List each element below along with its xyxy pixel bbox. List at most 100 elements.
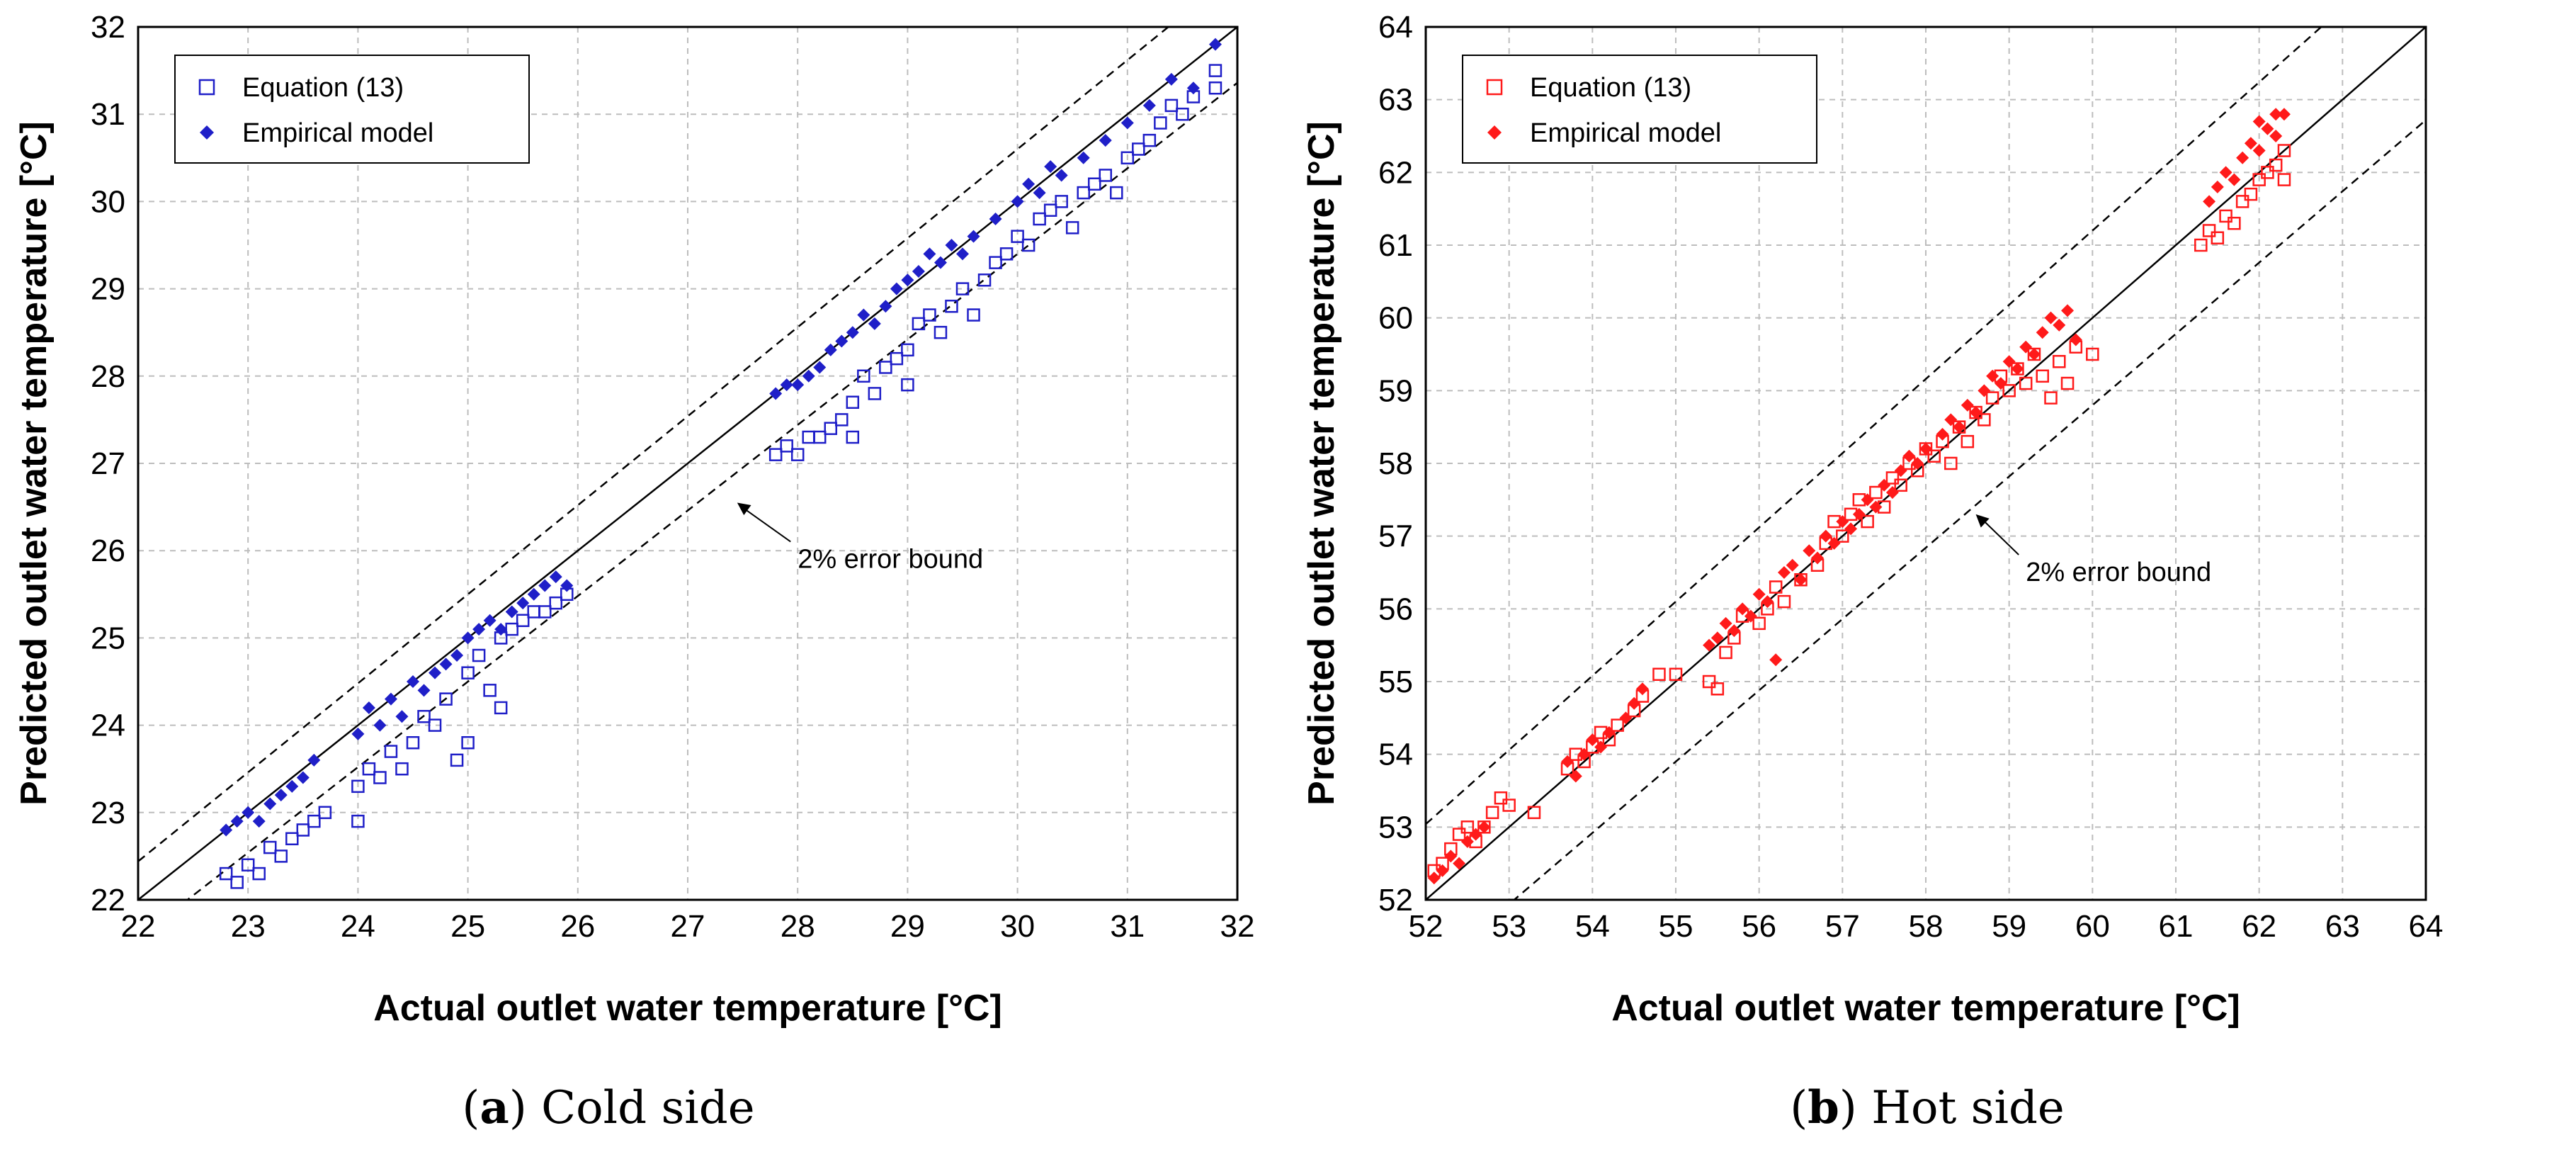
equation-13-point bbox=[2211, 231, 2225, 244]
x-axis-label: Actual outlet water temperature [°C] bbox=[373, 988, 1002, 1029]
empirical-model-point bbox=[1944, 413, 1958, 427]
empirical-model-point bbox=[560, 579, 574, 592]
y-tick-label: 31 bbox=[91, 97, 125, 132]
equation-13-point bbox=[989, 256, 1002, 269]
empirical-model-point bbox=[1902, 449, 1916, 463]
empirical-model-point bbox=[868, 317, 881, 330]
y-tick-label: 28 bbox=[91, 359, 125, 394]
y-axis-label: Predicted outlet water temperature [°C] bbox=[13, 121, 55, 806]
equation-13-point bbox=[494, 701, 508, 715]
empirical-model-point bbox=[1794, 573, 1808, 587]
empirical-model-point bbox=[1469, 828, 1482, 841]
empirical-model-point bbox=[1819, 529, 1832, 543]
equation-13-point bbox=[2252, 173, 2266, 186]
equation-13-point bbox=[1077, 186, 1090, 200]
empirical-model-point bbox=[1752, 587, 1766, 601]
legend-marker-diamond bbox=[1487, 125, 1502, 140]
empirical-model-point bbox=[230, 815, 244, 828]
equation-13-point bbox=[1043, 203, 1057, 217]
annotation-arrow bbox=[745, 509, 791, 543]
empirical-model-point bbox=[2236, 151, 2249, 164]
equation-13-point bbox=[461, 666, 475, 679]
empirical-model-point bbox=[285, 779, 299, 793]
empirical-model-point bbox=[2019, 340, 2033, 354]
equation-13-point bbox=[2053, 355, 2066, 368]
x-tick-label: 23 bbox=[231, 909, 266, 944]
equation-13-point bbox=[999, 247, 1014, 261]
empirical-model-point bbox=[1586, 733, 1599, 747]
empirical-model-point bbox=[1186, 81, 1200, 95]
equation-13-point bbox=[1055, 195, 1068, 208]
x-tick-label: 25 bbox=[450, 909, 485, 944]
chart-cold-side: 22 23 24 25 26 27 28 29 30 31 32 22 23 24 25 26 27 28 29 30… bbox=[13, 10, 1254, 1134]
y-tick-label: 63 bbox=[1378, 83, 1413, 118]
x-tick-label: 29 bbox=[890, 909, 925, 944]
empirical-model-point bbox=[1011, 195, 1024, 208]
legend-box bbox=[174, 55, 530, 164]
empirical-model-point bbox=[2277, 108, 2291, 121]
empirical-model-point bbox=[1736, 602, 1749, 616]
empirical-model-point bbox=[494, 623, 508, 636]
y-tick-label: 56 bbox=[1378, 592, 1413, 626]
equation-13-point bbox=[1142, 133, 1157, 147]
equation-13-point bbox=[790, 448, 805, 461]
equation-13-point bbox=[901, 343, 914, 357]
empirical-model-point bbox=[1727, 624, 1741, 638]
equation-13-point bbox=[868, 387, 882, 400]
empirical-model-point bbox=[1120, 116, 1134, 130]
empirical-model-point bbox=[1919, 442, 1932, 456]
empirical-model-point bbox=[1861, 493, 1874, 507]
equation-13-point bbox=[2235, 195, 2249, 208]
annotation-arrow bbox=[1983, 521, 2019, 555]
equation-13-point bbox=[1154, 116, 1167, 130]
y-tick-label: 25 bbox=[91, 621, 125, 655]
y-tick-label: 27 bbox=[91, 446, 125, 481]
empirical-model-point bbox=[1878, 478, 1891, 492]
equation-13-point bbox=[2277, 173, 2291, 186]
equation-13-point bbox=[1978, 413, 1991, 427]
y-tick-label: 58 bbox=[1378, 446, 1413, 481]
equation-13-point bbox=[1502, 798, 1516, 812]
equation-13-point bbox=[1894, 478, 1907, 492]
empirical-model-point bbox=[2244, 137, 2257, 150]
equation-13-point bbox=[516, 614, 530, 628]
empirical-model-point bbox=[2061, 304, 2075, 317]
empirical-model-point bbox=[439, 657, 453, 671]
x-tick-label: 24 bbox=[341, 909, 375, 944]
empirical-model-point bbox=[1703, 638, 1716, 652]
equation-13-point bbox=[1611, 718, 1624, 732]
x-tick-label: 30 bbox=[1000, 909, 1035, 944]
annotation-arrowhead bbox=[737, 502, 751, 516]
empirical-model-point bbox=[879, 300, 892, 313]
x-tick-label: 27 bbox=[671, 909, 705, 944]
empirical-model-point bbox=[1994, 377, 2007, 390]
equation-13-point bbox=[1452, 828, 1466, 841]
x-tick-label: 62 bbox=[2242, 909, 2276, 944]
empirical-model-point bbox=[1436, 864, 1449, 877]
empirical-model-point bbox=[2228, 173, 2241, 186]
equation-13-point bbox=[230, 876, 244, 889]
empirical-model-point bbox=[1077, 151, 1090, 164]
empirical-model-point bbox=[824, 343, 837, 356]
lower-error-bound bbox=[1512, 119, 2426, 900]
empirical-model-point bbox=[2252, 144, 2266, 157]
empirical-model-point bbox=[538, 579, 552, 592]
empirical-model-point bbox=[1602, 726, 1616, 739]
y-tick-label: 62 bbox=[1378, 155, 1413, 190]
equation-13-point bbox=[2019, 376, 2033, 390]
equation-13-point bbox=[2060, 376, 2075, 390]
equation-13-point bbox=[1652, 667, 1666, 681]
empirical-model-point bbox=[429, 666, 442, 679]
empirical-model-point bbox=[934, 256, 947, 269]
empirical-model-point bbox=[802, 369, 815, 383]
equation-13-point bbox=[2261, 166, 2274, 179]
equation-13-point bbox=[384, 745, 398, 758]
equation-13-point bbox=[812, 430, 827, 444]
equation-13-point bbox=[2228, 216, 2241, 230]
equation-13-point bbox=[1132, 142, 1145, 156]
empirical-model-point bbox=[1453, 857, 1466, 870]
x-tick-label: 56 bbox=[1742, 909, 1776, 944]
y-tick-label: 53 bbox=[1378, 810, 1413, 845]
equation-13-point bbox=[967, 308, 980, 322]
empirical-model-point bbox=[1969, 406, 1982, 419]
